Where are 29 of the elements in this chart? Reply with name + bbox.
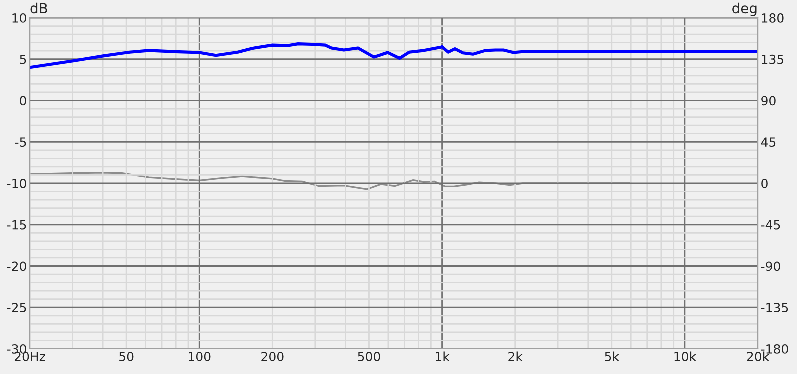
x-tick-label: 1k <box>436 352 450 362</box>
x-tick-label: 200 <box>262 352 284 362</box>
y2-tick-label: -135 <box>761 303 788 313</box>
x-tick-label: 500 <box>358 352 380 362</box>
y-tick-label: -20 <box>7 262 26 272</box>
y2-tick-label: 135 <box>762 54 784 64</box>
y2-tick-label: -90 <box>761 262 780 272</box>
x-tick-label: 2k <box>508 352 523 362</box>
x-tick-label: 20Hz <box>14 352 46 362</box>
y2-tick-label: -180 <box>761 344 788 354</box>
y-tick-label: -10 <box>7 178 26 188</box>
y-tick-label: 0 <box>20 96 26 106</box>
x-tick-label: 10k <box>674 352 696 362</box>
y2-tick-label: 45 <box>761 138 776 148</box>
x-tick-label: 100 <box>189 352 211 362</box>
y-tick-label: 10 <box>12 13 26 23</box>
y-tick-label: -15 <box>7 220 26 230</box>
y2-tick-label: 180 <box>762 13 784 23</box>
y2-tick-label: 90 <box>762 96 776 106</box>
y2-tick-label: -45 <box>761 220 780 230</box>
x-tick-label: 50 <box>120 352 134 362</box>
y-axis-title: dB <box>30 2 48 14</box>
x-tick-label: 20k <box>747 352 770 362</box>
y-tick-label: -5 <box>15 138 26 148</box>
x-tick-label: 5k <box>605 352 620 362</box>
y2-axis-title: deg <box>732 2 757 16</box>
y2-tick-label: 0 <box>762 178 768 188</box>
y-tick-label: -25 <box>7 303 26 313</box>
y-tick-label: 5 <box>20 55 26 64</box>
